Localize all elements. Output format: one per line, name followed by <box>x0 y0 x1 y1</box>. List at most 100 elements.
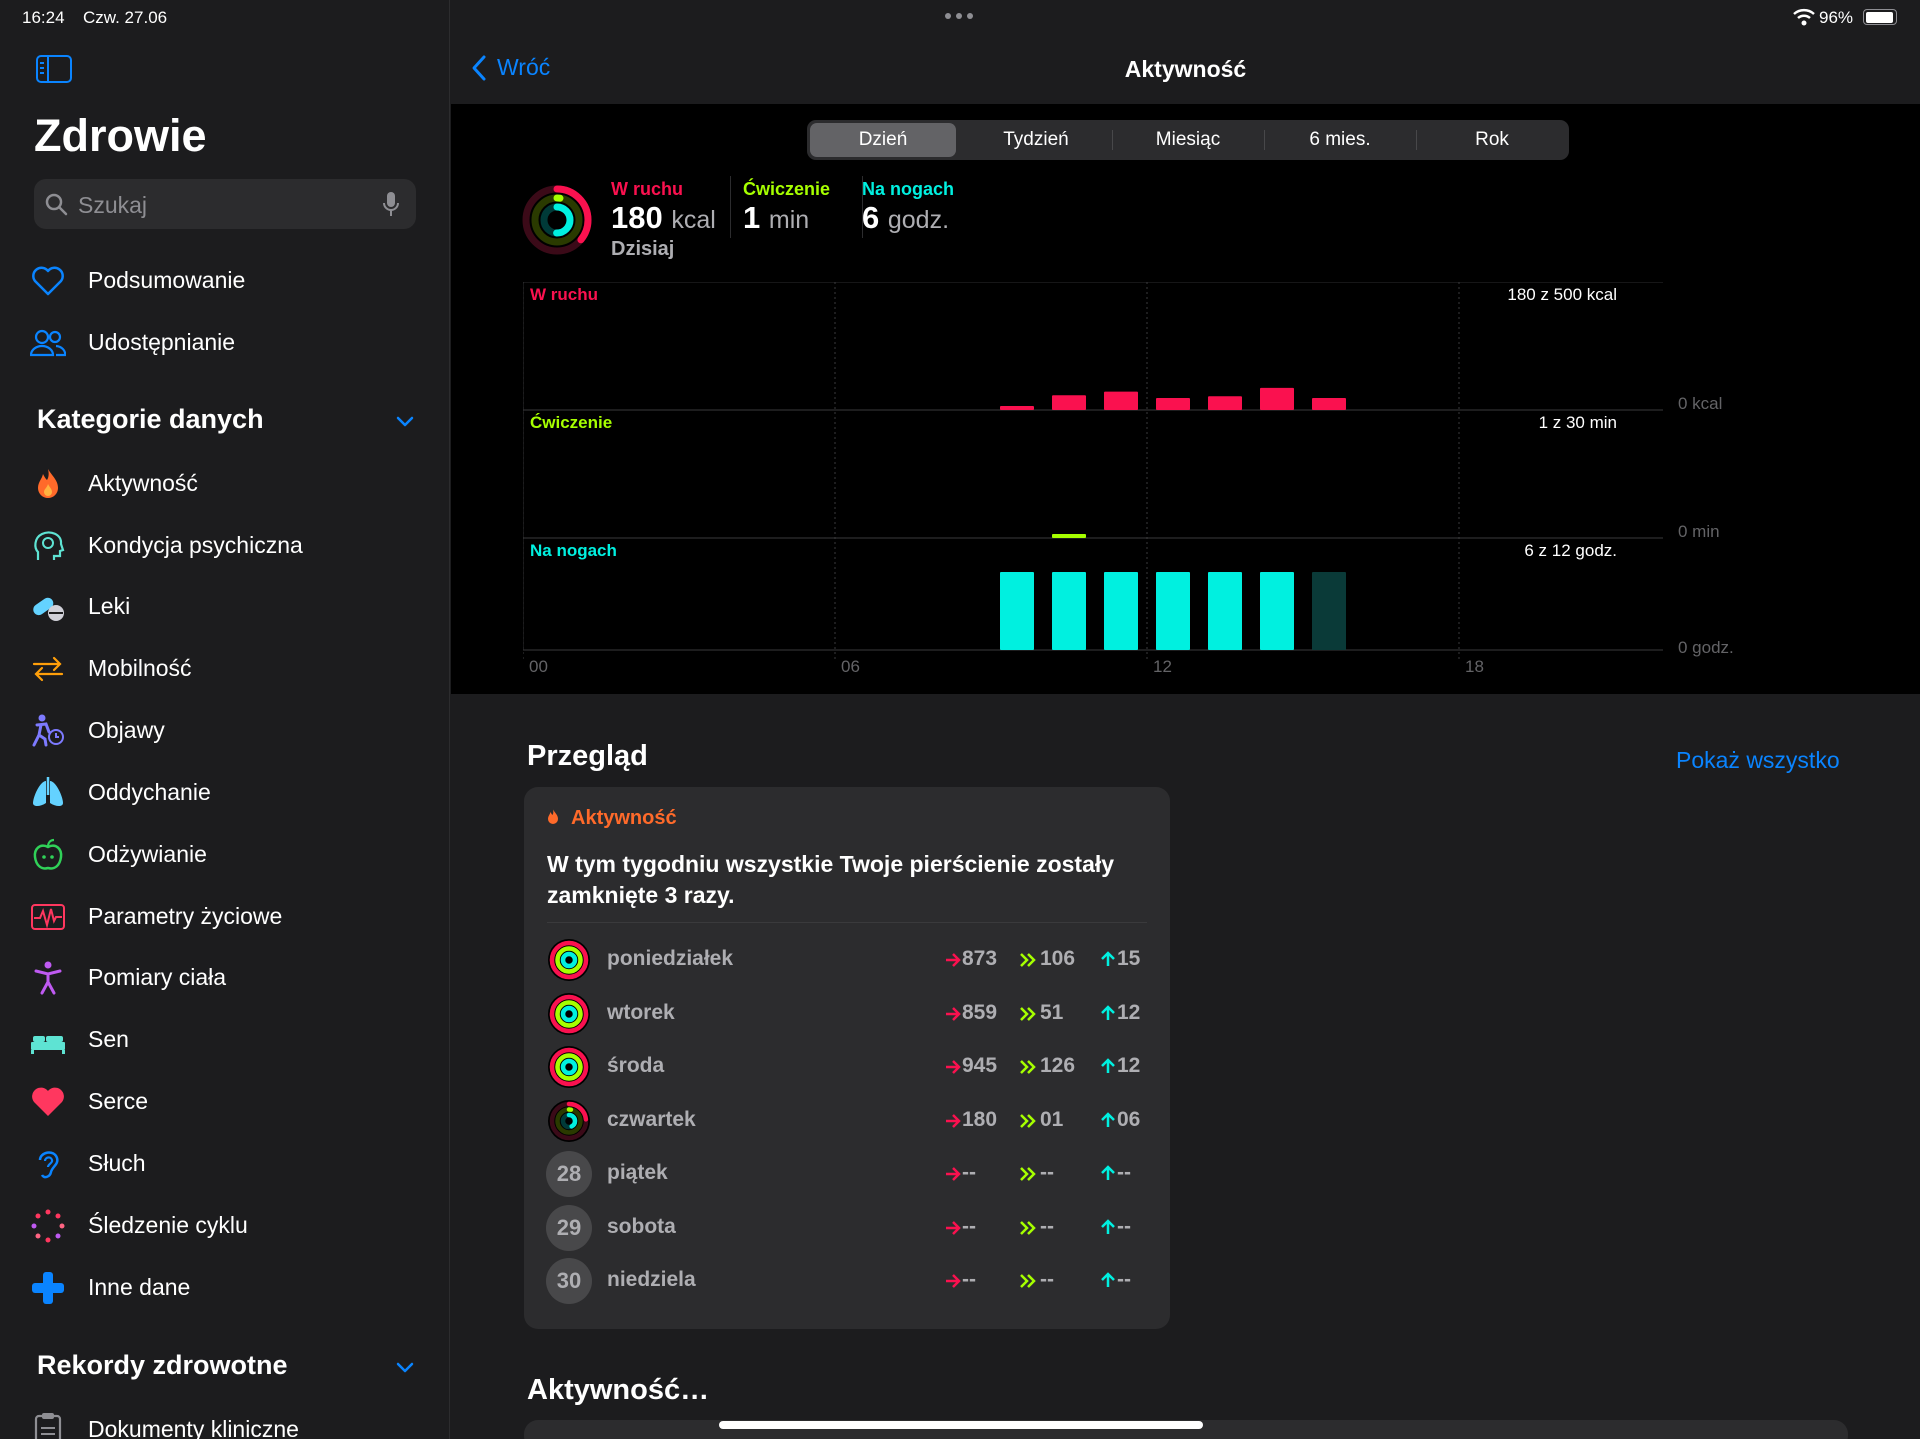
sidebar-item-udostepnianie[interactable]: Udostępnianie <box>0 315 449 371</box>
period-segmented-control[interactable]: Dzień Tydzień Miesiąc 6 mies. Rok <box>807 120 1569 160</box>
waveform-icon <box>31 904 65 930</box>
search-placeholder: Szukaj <box>78 192 148 218</box>
segment-year[interactable]: Rok <box>1475 129 1509 150</box>
exercise-value: 106 <box>1040 947 1076 970</box>
day-name: wtorek <box>607 1000 675 1024</box>
sidebar-item-label: Podsumowanie <box>88 267 246 293</box>
segment-day[interactable]: Dzień <box>810 123 956 157</box>
sidebar-item-cykl[interactable]: Śledzenie cyklu <box>0 1198 449 1254</box>
stand-label: Na nogach <box>862 179 955 199</box>
day-row: środa 945 126 12 <box>524 1042 1170 1092</box>
move-value: 873 <box>962 947 998 970</box>
sidebar-toggle-icon[interactable] <box>36 55 72 83</box>
move-arrow-icon <box>946 1167 961 1181</box>
sidebar-item-label: Kondycja psychiczna <box>88 532 303 558</box>
sidebar-item-label: Śledzenie cyklu <box>88 1212 248 1238</box>
day-row: 28 piątek -- -- -- <box>524 1149 1170 1199</box>
sidebar-item-label: Oddychanie <box>88 779 211 805</box>
stand-value: 15 <box>1117 947 1141 970</box>
chart-bar <box>1000 572 1034 650</box>
sidebar-item-label: Objawy <box>88 717 165 743</box>
next-section-title: Aktywność… <box>527 1374 710 1406</box>
sidebar-item-kondycja[interactable]: Kondycja psychiczna <box>0 518 449 574</box>
exercise-arrow-icon <box>1020 1167 1036 1181</box>
stand-value: -- <box>1117 1161 1131 1184</box>
card-title: Aktywność <box>571 807 677 829</box>
move-label: W ruchu <box>611 179 683 199</box>
sidebar-item-dokumenty[interactable]: Dokumenty kliniczne <box>0 1402 449 1439</box>
exercise-arrow-icon <box>1020 1006 1036 1021</box>
sidebar-item-inne[interactable]: Inne dane <box>0 1260 449 1316</box>
multitasking-dots-icon[interactable] <box>945 13 977 19</box>
move-arrow-icon <box>946 1006 961 1021</box>
stand-value: 6 godz. <box>862 200 950 235</box>
activity-rings-icon <box>522 185 592 255</box>
exercise-value: 51 <box>1040 1000 1064 1024</box>
activity-rings-icon <box>548 992 590 1035</box>
segment-divider <box>1416 130 1417 150</box>
segment-6months[interactable]: 6 mies. <box>1309 129 1371 150</box>
sidebar-item-label: Słuch <box>88 1150 146 1176</box>
sidebar-item-label: Mobilność <box>88 655 192 681</box>
stand-goal-text: 6 z 12 godz. <box>1524 541 1617 560</box>
sidebar-item-pomiary[interactable]: Pomiary ciała <box>0 950 449 1006</box>
figure-clock-icon <box>32 714 64 747</box>
wifi-icon <box>1793 9 1815 26</box>
sidebar-item-oddychanie[interactable]: Oddychanie <box>0 765 449 821</box>
chevron-down-icon[interactable] <box>396 1358 414 1376</box>
battery-percent: 96% <box>1819 8 1854 27</box>
stand-arrow-icon <box>1101 1218 1115 1234</box>
day-row: czwartek 180 01 06 <box>524 1096 1170 1146</box>
back-button[interactable]: Wróć <box>471 52 571 86</box>
document-icon <box>34 1413 62 1439</box>
move-value: 180 kcal <box>611 200 716 235</box>
sidebar-item-sluch[interactable]: Słuch <box>0 1136 449 1192</box>
pills-icon <box>33 597 64 621</box>
day-name: środa <box>607 1054 665 1077</box>
sidebar-item-podsumowanie[interactable]: Podsumowanie <box>0 253 449 309</box>
move-value: -- <box>962 1161 976 1184</box>
heart-icon <box>32 1087 64 1116</box>
stand-axis-label: 0 godz. <box>1678 638 1734 657</box>
chart-bar <box>1104 391 1138 410</box>
move-arrow-icon <box>946 1274 961 1288</box>
sidebar-item-odzywianie[interactable]: Odżywianie <box>0 827 449 883</box>
ear-icon <box>38 1151 59 1179</box>
day-number-badge: 29 <box>546 1204 592 1251</box>
move-goal-text: 180 z 500 kcal <box>1507 285 1617 304</box>
day-row: wtorek 859 51 12 <box>524 989 1170 1039</box>
activity-bar-chart <box>523 282 1663 662</box>
activity-rings-icon <box>548 939 590 981</box>
sidebar-item-parametry[interactable]: Parametry życiowe <box>0 889 449 945</box>
home-indicator[interactable] <box>719 1421 1203 1429</box>
sidebar-item-sen[interactable]: Sen <box>0 1012 449 1068</box>
sidebar-item-serce[interactable]: Serce <box>0 1074 449 1130</box>
stand-chart-label: Na nogach <box>530 541 617 560</box>
stand-arrow-icon <box>1101 1004 1115 1020</box>
show-all-link[interactable]: Pokaż wszystko <box>1676 747 1840 773</box>
people-icon <box>30 329 66 357</box>
segment-week[interactable]: Tydzień <box>1003 129 1069 150</box>
move-arrow-icon <box>946 1060 961 1074</box>
plus-icon <box>32 1272 64 1304</box>
segment-divider <box>1112 130 1113 150</box>
segment-month[interactable]: Miesiąc <box>1155 129 1221 150</box>
sidebar-item-aktywnosc[interactable]: Aktywność <box>0 456 449 512</box>
chart-bar <box>1104 572 1138 650</box>
search-input[interactable]: Szukaj <box>34 179 416 229</box>
sidebar-item-mobilnosc[interactable]: Mobilność <box>0 641 449 697</box>
divider <box>730 176 731 238</box>
chart-bar <box>1156 572 1190 650</box>
day-name: poniedziałek <box>607 947 734 970</box>
sidebar-item-objawy[interactable]: Objawy <box>0 703 449 759</box>
activity-overview-card[interactable]: Aktywność W tym tygodniu wszystkie Twoje… <box>524 787 1170 1329</box>
sidebar-item-label: Sen <box>88 1026 129 1052</box>
microphone-icon[interactable] <box>382 191 400 219</box>
chevron-down-icon[interactable] <box>396 412 414 430</box>
chevron-left-icon <box>472 55 486 81</box>
day-name: czwartek <box>607 1107 696 1131</box>
stand-arrow-icon <box>1101 1165 1115 1180</box>
sidebar-item-leki[interactable]: Leki <box>0 579 449 635</box>
stand-arrow-icon <box>1101 951 1115 966</box>
brain-head-icon <box>34 531 65 560</box>
